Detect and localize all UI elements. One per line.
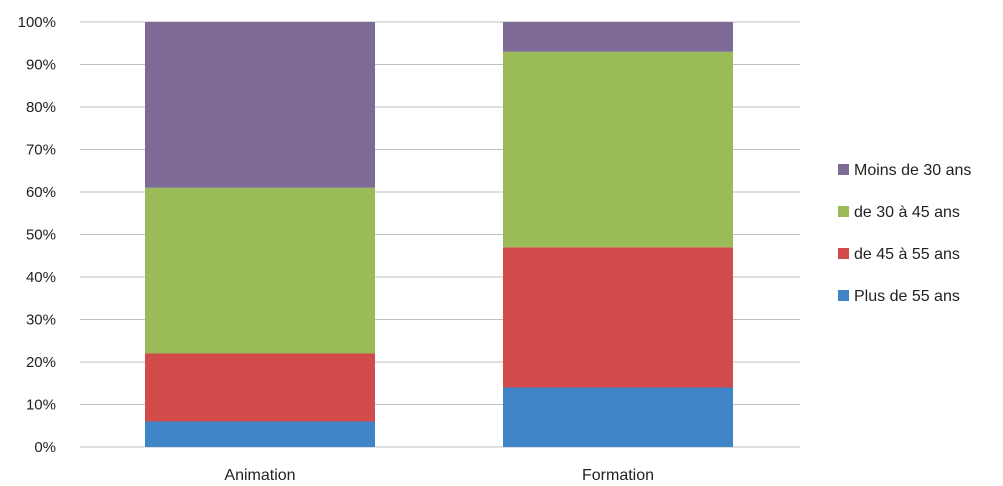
legend-swatch [838, 206, 849, 217]
y-tick-label: 80% [26, 99, 56, 116]
y-tick-label: 70% [26, 142, 56, 159]
bar-segment [503, 387, 733, 447]
x-category-label: Animation [224, 467, 295, 484]
y-tick-label: 100% [18, 14, 56, 31]
legend-label: de 45 à 55 ans [854, 246, 960, 263]
y-tick-label: 40% [26, 269, 56, 286]
x-axis-labels: Animation Formation [224, 467, 654, 484]
legend-item: de 45 à 55 ans [838, 246, 960, 263]
y-axis-ticks: 0% 10% 20% 30% 40% 50% 60% 70% 80% 90% 100% [18, 14, 56, 456]
legend-item: Plus de 55 ans [838, 288, 960, 305]
legend-label: Plus de 55 ans [854, 288, 960, 305]
bar-segment [503, 22, 733, 52]
legend-label: Moins de 30 ans [854, 162, 971, 179]
legend-item: Moins de 30 ans [838, 162, 971, 179]
bars [145, 22, 733, 447]
bar-segment [503, 247, 733, 388]
legend-item: de 30 à 45 ans [838, 204, 960, 221]
x-category-label: Formation [582, 467, 654, 484]
y-tick-label: 60% [26, 184, 56, 201]
legend-swatch [838, 164, 849, 175]
y-tick-label: 20% [26, 354, 56, 371]
y-tick-label: 0% [34, 439, 56, 456]
y-tick-label: 10% [26, 397, 56, 414]
legend: Moins de 30 ans de 30 à 45 ans de 45 à 55 … [838, 162, 971, 305]
bar-segment [145, 22, 375, 188]
bar-stack-formation [503, 22, 733, 447]
y-tick-label: 90% [26, 57, 56, 74]
bar-segment [145, 187, 375, 354]
bar-segment [503, 51, 733, 248]
legend-label: de 30 à 45 ans [854, 204, 960, 221]
y-tick-label: 30% [26, 312, 56, 329]
bar-segment [145, 353, 375, 422]
bar-segment [145, 421, 375, 447]
legend-swatch [838, 248, 849, 259]
bar-stack-animation [145, 22, 375, 447]
y-tick-label: 50% [26, 227, 56, 244]
legend-swatch [838, 290, 849, 301]
